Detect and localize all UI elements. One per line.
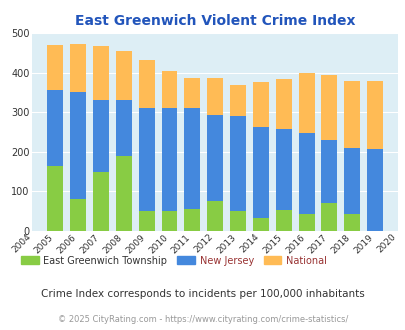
Text: © 2025 CityRating.com - https://www.cityrating.com/crime-statistics/: © 2025 CityRating.com - https://www.city…	[58, 315, 347, 324]
Bar	[139, 108, 154, 231]
Bar	[230, 85, 245, 231]
Bar	[321, 75, 337, 231]
Bar	[70, 92, 86, 231]
Bar	[343, 214, 359, 231]
Bar	[115, 100, 132, 231]
Bar	[70, 44, 86, 231]
Legend: East Greenwich Township, New Jersey, National: East Greenwich Township, New Jersey, Nat…	[21, 256, 326, 266]
Bar	[93, 100, 109, 231]
Bar	[47, 166, 63, 231]
Bar	[252, 82, 268, 231]
Bar	[70, 199, 86, 231]
Bar	[115, 51, 132, 231]
Bar	[93, 46, 109, 231]
Bar	[207, 201, 223, 231]
Bar	[184, 209, 200, 231]
Bar	[366, 81, 382, 231]
Bar	[115, 156, 132, 231]
Bar	[298, 214, 314, 231]
Bar	[139, 60, 154, 231]
Bar	[230, 211, 245, 231]
Bar	[161, 71, 177, 231]
Bar	[343, 81, 359, 231]
Bar	[275, 129, 291, 231]
Bar	[321, 140, 337, 231]
Bar	[366, 149, 382, 231]
Bar	[139, 211, 154, 231]
Bar	[230, 116, 245, 231]
Bar	[298, 133, 314, 231]
Bar	[252, 127, 268, 231]
Bar	[93, 172, 109, 231]
Bar	[275, 211, 291, 231]
Bar	[47, 90, 63, 231]
Text: Crime Index corresponds to incidents per 100,000 inhabitants: Crime Index corresponds to incidents per…	[41, 289, 364, 299]
Bar	[47, 45, 63, 231]
Bar	[275, 79, 291, 231]
Bar	[207, 115, 223, 231]
Bar	[184, 78, 200, 231]
Bar	[343, 148, 359, 231]
Bar	[161, 211, 177, 231]
Bar	[321, 203, 337, 231]
Bar	[252, 218, 268, 231]
Title: East Greenwich Violent Crime Index: East Greenwich Violent Crime Index	[75, 14, 354, 28]
Bar	[207, 78, 223, 231]
Bar	[184, 108, 200, 231]
Bar	[161, 108, 177, 231]
Bar	[298, 73, 314, 231]
